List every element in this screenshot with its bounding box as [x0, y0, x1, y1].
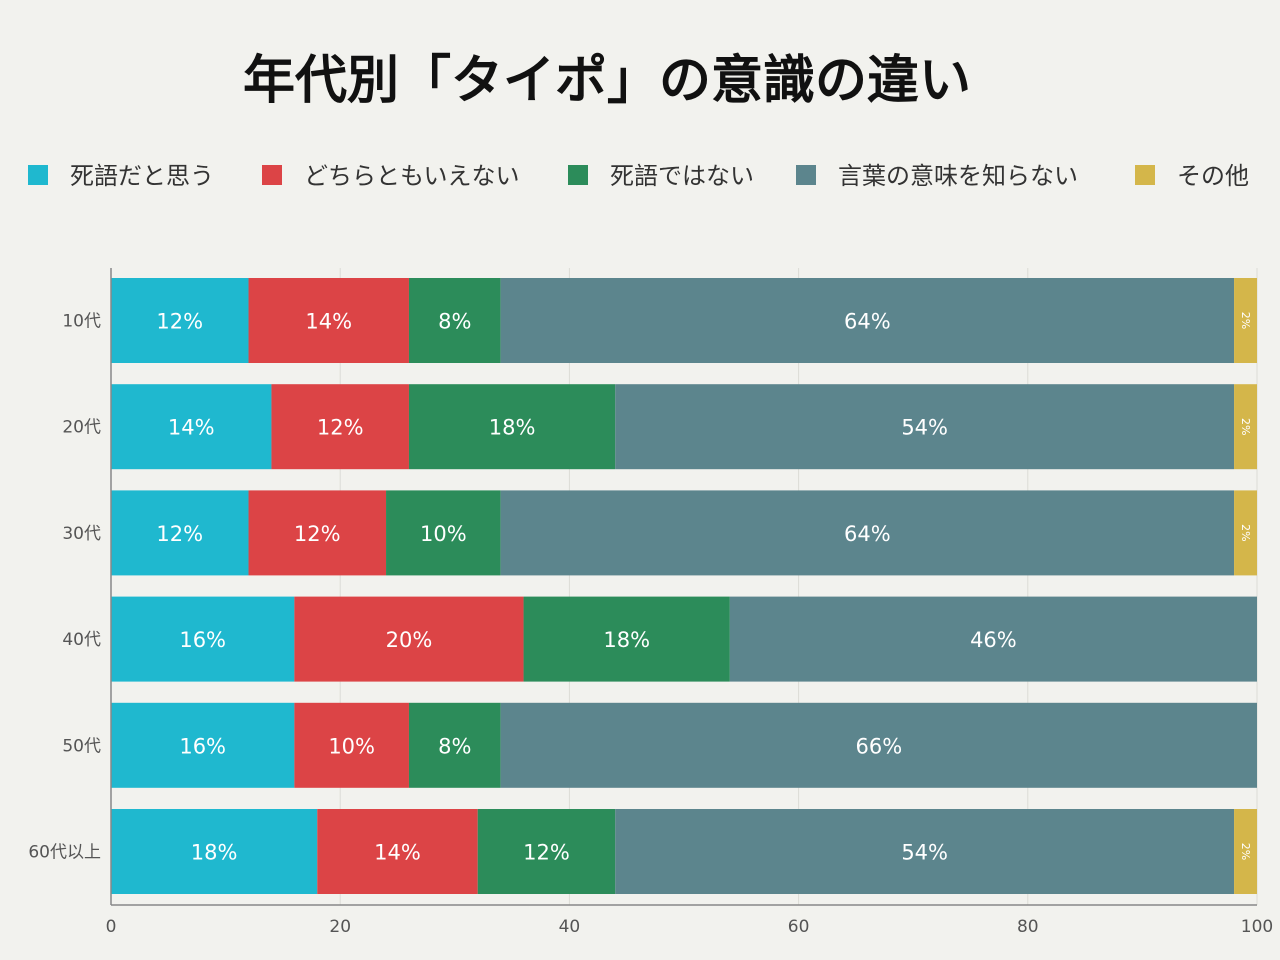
- y-axis: 10代 20代 30代 40代 50代 60代以上: [28, 268, 112, 905]
- bar-label-5-3: 8%: [438, 734, 471, 758]
- chart-title: 年代別「タイポ」の意識の違い: [243, 51, 971, 111]
- bar-label-3-1: 12%: [156, 522, 203, 546]
- bar-3-1: [111, 490, 249, 576]
- grid-lines: [339, 268, 1258, 905]
- bar-5-4: [500, 702, 1257, 788]
- y-tick-label-6: 60代以上: [28, 843, 101, 863]
- y-tick-label-4: 40代: [62, 630, 101, 650]
- bar-4-4: [729, 596, 1257, 682]
- bar-1-4: [500, 278, 1235, 363]
- bar-label-3-3: 10%: [420, 522, 467, 546]
- bar-2-5: [1234, 384, 1257, 470]
- y-tick-label-3: 30代: [62, 524, 101, 544]
- bar-label-2-4: 54%: [901, 416, 948, 440]
- bar-3-3: [386, 490, 501, 576]
- bar-4-1: [111, 596, 295, 682]
- legend: 死語だと思う どちらともいえない 死語ではない 言葉の意味を知らない その他: [28, 162, 1249, 190]
- x-tick-label-40: 40: [559, 917, 581, 937]
- bar-2-4: [615, 384, 1235, 470]
- legend-label-1: 死語だと思う: [70, 162, 214, 190]
- bar-label-6-4: 54%: [901, 841, 948, 865]
- bar-1-5: [1234, 278, 1257, 363]
- bar-label-2-1: 14%: [168, 416, 215, 440]
- bar-label-1-2: 14%: [305, 310, 352, 334]
- x-tick-label-20: 20: [329, 917, 351, 937]
- bar-label-4-2: 20%: [386, 628, 433, 652]
- bar-1-3: [408, 278, 501, 363]
- x-axis: 0 20 40 60 80 100: [106, 904, 1273, 937]
- y-tick-label-5: 50代: [62, 736, 101, 756]
- bar-6-4: [615, 809, 1235, 894]
- x-tick-label-80: 80: [1017, 917, 1039, 937]
- bar-2-2: [271, 384, 409, 470]
- x-tick-label-0: 0: [106, 917, 117, 937]
- bar-2-1: [111, 384, 272, 470]
- bar-4-3: [523, 596, 730, 682]
- y-tick-label-2: 20代: [62, 418, 101, 438]
- legend-swatch-4: [796, 165, 816, 185]
- bar-label-1-3: 8%: [438, 310, 471, 334]
- bar-3-2: [248, 490, 387, 576]
- legend-swatch-1: [28, 165, 48, 185]
- bar-label-1-5: 2%: [1239, 312, 1252, 329]
- bar-3-5: [1234, 490, 1257, 576]
- bar-6-5: [1234, 809, 1257, 894]
- bar-label-6-2: 14%: [374, 841, 421, 865]
- y-tick-label-1: 10代: [62, 312, 101, 332]
- bar-4-2: [294, 596, 524, 682]
- bar-5-1: [111, 702, 295, 788]
- bar-label-1-4: 64%: [844, 310, 891, 334]
- bar-label-4-4: 46%: [970, 628, 1017, 652]
- bar-label-6-5: 2%: [1239, 843, 1252, 860]
- bar-1-1: [111, 278, 249, 363]
- bar-label-3-5: 2%: [1239, 524, 1252, 541]
- bar-1-2: [248, 278, 409, 363]
- bar-label-3-4: 64%: [844, 522, 891, 546]
- legend-swatch-3: [568, 165, 588, 185]
- bar-label-6-1: 18%: [191, 841, 238, 865]
- bar-label-2-2: 12%: [317, 416, 364, 440]
- bar-6-3: [477, 809, 616, 894]
- bar-label-5-2: 10%: [328, 734, 375, 758]
- legend-label-5: その他: [1177, 162, 1249, 190]
- bars: 12% 14% 8% 64% 2% 14% 12% 18% 54% 2% 12% 12% 10% 64% 2…: [111, 278, 1257, 894]
- x-tick-label-60: 60: [788, 917, 810, 937]
- x-tick-label-100: 100: [1241, 917, 1273, 937]
- bar-label-3-2: 12%: [294, 522, 341, 546]
- legend-swatch-5: [1135, 165, 1155, 185]
- bar-6-2: [317, 809, 478, 894]
- legend-label-4: 言葉の意味を知らない: [838, 162, 1078, 190]
- bar-label-4-3: 18%: [603, 628, 650, 652]
- legend-label-2: どちらともいえない: [304, 162, 520, 190]
- bar-label-4-1: 16%: [179, 628, 226, 652]
- bar-label-1-1: 12%: [156, 310, 203, 334]
- bar-label-2-5: 2%: [1239, 418, 1252, 435]
- bar-3-4: [500, 490, 1235, 576]
- bar-6-1: [111, 809, 318, 894]
- legend-swatch-2: [262, 165, 282, 185]
- bar-5-3: [408, 702, 501, 788]
- legend-label-3: 死語ではない: [610, 162, 754, 190]
- bar-5-2: [294, 702, 409, 788]
- bar-label-5-4: 66%: [855, 734, 902, 758]
- bar-label-2-3: 18%: [489, 416, 536, 440]
- bar-label-6-3: 12%: [523, 841, 570, 865]
- bar-label-5-1: 16%: [179, 734, 226, 758]
- bar-2-3: [408, 384, 616, 470]
